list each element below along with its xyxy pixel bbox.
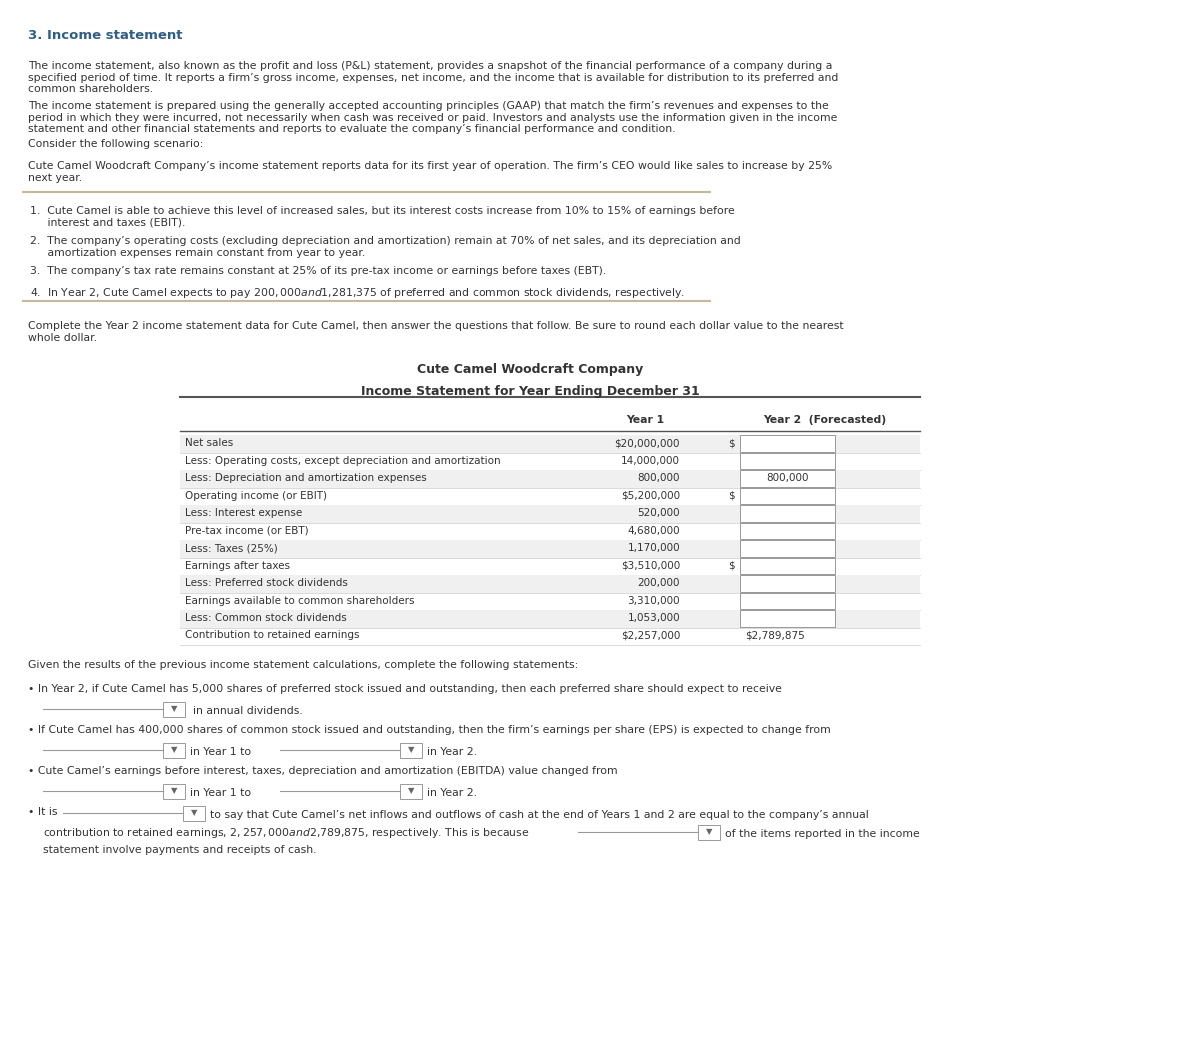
Text: Less: Common stock dividends: Less: Common stock dividends xyxy=(185,613,347,623)
Text: 3.  The company’s tax rate remains constant at 25% of its pre-tax income or earn: 3. The company’s tax rate remains consta… xyxy=(30,266,606,276)
Text: 4.  In Year 2, Cute Camel expects to pay $200,000 and $1,281,375 of preferred an: 4. In Year 2, Cute Camel expects to pay … xyxy=(30,286,685,300)
FancyBboxPatch shape xyxy=(180,505,920,523)
Text: 14,000,000: 14,000,000 xyxy=(622,455,680,466)
Text: 1,053,000: 1,053,000 xyxy=(628,613,680,623)
Text: ▼: ▼ xyxy=(408,786,414,796)
Text: $2,257,000: $2,257,000 xyxy=(620,630,680,641)
Text: Earnings available to common shareholders: Earnings available to common shareholder… xyxy=(185,596,414,605)
Text: 4,680,000: 4,680,000 xyxy=(628,526,680,535)
Text: ▼: ▼ xyxy=(408,745,414,755)
FancyBboxPatch shape xyxy=(180,575,920,592)
FancyBboxPatch shape xyxy=(740,435,835,451)
Text: ▼: ▼ xyxy=(706,827,713,837)
FancyBboxPatch shape xyxy=(163,742,185,758)
FancyBboxPatch shape xyxy=(180,435,920,452)
Text: Less: Operating costs, except depreciation and amortization: Less: Operating costs, except depreciati… xyxy=(185,455,500,466)
Text: $5,200,000: $5,200,000 xyxy=(620,490,680,501)
FancyBboxPatch shape xyxy=(740,610,835,626)
Text: 520,000: 520,000 xyxy=(637,508,680,518)
FancyBboxPatch shape xyxy=(740,488,835,504)
Text: of the items reported in the income: of the items reported in the income xyxy=(725,829,919,839)
Text: ▼: ▼ xyxy=(191,808,197,818)
Text: Given the results of the previous income statement calculations, complete the fo: Given the results of the previous income… xyxy=(28,660,578,670)
Text: Operating income (or EBIT): Operating income (or EBIT) xyxy=(185,490,326,501)
Text: • If Cute Camel has 400,000 shares of common stock issued and outstanding, then : • If Cute Camel has 400,000 shares of co… xyxy=(28,725,830,735)
Text: Cute Camel Woodcraft Company’s income statement reports data for its first year : Cute Camel Woodcraft Company’s income st… xyxy=(28,161,833,182)
Text: Cute Camel Woodcraft Company: Cute Camel Woodcraft Company xyxy=(416,363,643,376)
Text: Complete the Year 2 income statement data for Cute Camel, then answer the questi: Complete the Year 2 income statement dat… xyxy=(28,321,844,343)
Text: Less: Interest expense: Less: Interest expense xyxy=(185,508,302,518)
Text: ▼: ▼ xyxy=(170,704,178,714)
Text: to say that Cute Camel’s net inflows and outflows of cash at the end of Years 1 : to say that Cute Camel’s net inflows and… xyxy=(210,811,869,820)
FancyBboxPatch shape xyxy=(182,805,205,820)
Text: • In Year 2, if Cute Camel has 5,000 shares of preferred stock issued and outsta: • In Year 2, if Cute Camel has 5,000 sha… xyxy=(28,684,782,694)
Text: 2.  The company’s operating costs (excluding depreciation and amortization) rema: 2. The company’s operating costs (exclud… xyxy=(30,236,740,257)
Text: 1.  Cute Camel is able to achieve this level of increased sales, but its interes: 1. Cute Camel is able to achieve this le… xyxy=(30,206,734,228)
Text: in Year 2.: in Year 2. xyxy=(427,788,476,798)
Text: 800,000: 800,000 xyxy=(637,473,680,483)
Text: Consider the following scenario:: Consider the following scenario: xyxy=(28,139,203,149)
FancyBboxPatch shape xyxy=(740,452,835,469)
Text: $: $ xyxy=(728,438,734,448)
FancyBboxPatch shape xyxy=(740,505,835,522)
Text: in Year 1 to: in Year 1 to xyxy=(190,788,251,798)
Text: Year 1: Year 1 xyxy=(626,415,664,425)
Text: 800,000: 800,000 xyxy=(767,473,809,483)
Text: The income statement is prepared using the generally accepted accounting princip: The income statement is prepared using t… xyxy=(28,101,838,134)
Text: 3. Income statement: 3. Income statement xyxy=(28,30,182,42)
Text: ▼: ▼ xyxy=(170,745,178,755)
Text: statement involve payments and receipts of cash.: statement involve payments and receipts … xyxy=(43,845,317,855)
FancyBboxPatch shape xyxy=(163,783,185,799)
Text: Less: Taxes (25%): Less: Taxes (25%) xyxy=(185,543,277,553)
Text: in Year 2.: in Year 2. xyxy=(427,747,476,757)
Text: • It is: • It is xyxy=(28,807,58,817)
Text: $: $ xyxy=(728,561,734,570)
Text: contribution to retained earnings, $2,257,000 and $2,789,875, respectively. This: contribution to retained earnings, $2,25… xyxy=(43,826,529,840)
FancyBboxPatch shape xyxy=(400,783,422,799)
Text: $3,510,000: $3,510,000 xyxy=(620,561,680,570)
FancyBboxPatch shape xyxy=(740,540,835,557)
Text: $: $ xyxy=(728,490,734,501)
Text: ▼: ▼ xyxy=(170,786,178,796)
Text: Net sales: Net sales xyxy=(185,438,233,448)
Text: $2,789,875: $2,789,875 xyxy=(745,630,805,641)
FancyBboxPatch shape xyxy=(740,592,835,609)
FancyBboxPatch shape xyxy=(740,558,835,574)
FancyBboxPatch shape xyxy=(180,610,920,627)
Text: Year 2  (Forecasted): Year 2 (Forecasted) xyxy=(763,415,887,425)
Text: in annual dividends.: in annual dividends. xyxy=(193,706,302,716)
Text: Less: Depreciation and amortization expenses: Less: Depreciation and amortization expe… xyxy=(185,473,427,483)
Text: • Cute Camel’s earnings before interest, taxes, depreciation and amortization (E: • Cute Camel’s earnings before interest,… xyxy=(28,766,618,776)
FancyBboxPatch shape xyxy=(740,523,835,539)
Text: in Year 1 to: in Year 1 to xyxy=(190,747,251,757)
FancyBboxPatch shape xyxy=(163,702,185,717)
Text: Less: Preferred stock dividends: Less: Preferred stock dividends xyxy=(185,578,348,588)
Text: Earnings after taxes: Earnings after taxes xyxy=(185,561,290,570)
Text: Contribution to retained earnings: Contribution to retained earnings xyxy=(185,630,360,641)
FancyBboxPatch shape xyxy=(180,540,920,558)
Text: 1,170,000: 1,170,000 xyxy=(628,543,680,553)
FancyBboxPatch shape xyxy=(740,575,835,591)
FancyBboxPatch shape xyxy=(740,470,835,487)
Text: Pre-tax income (or EBT): Pre-tax income (or EBT) xyxy=(185,526,308,535)
Text: $20,000,000: $20,000,000 xyxy=(614,438,680,448)
Text: 200,000: 200,000 xyxy=(637,578,680,588)
FancyBboxPatch shape xyxy=(400,742,422,758)
Text: 3,310,000: 3,310,000 xyxy=(628,596,680,605)
FancyBboxPatch shape xyxy=(698,824,720,839)
Text: Income Statement for Year Ending December 31: Income Statement for Year Ending Decembe… xyxy=(361,385,700,398)
FancyBboxPatch shape xyxy=(180,470,920,488)
Text: The income statement, also known as the profit and loss (P&L) statement, provide: The income statement, also known as the … xyxy=(28,61,839,94)
